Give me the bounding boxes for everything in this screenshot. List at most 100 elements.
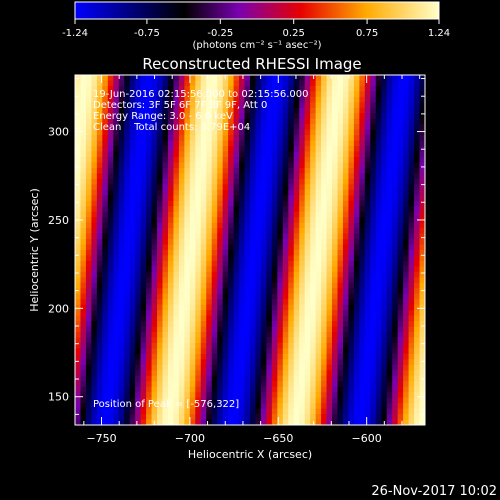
heatmap-cell <box>167 200 174 207</box>
heatmap-cell <box>162 304 169 311</box>
heatmap-cell <box>359 321 366 327</box>
heatmap-cell <box>408 91 415 98</box>
heatmap-cell <box>403 381 409 388</box>
heatmap-cell <box>397 140 404 147</box>
heatmap-cell <box>206 348 213 355</box>
heatmap-cell <box>321 91 327 98</box>
heatmap-cell <box>167 211 174 218</box>
heatmap-cell <box>102 288 109 295</box>
heatmap-cell <box>288 386 295 393</box>
heatmap-cell <box>386 260 393 267</box>
heatmap-cell <box>419 222 425 229</box>
heatmap-cell <box>255 113 262 120</box>
heatmap-cell <box>364 85 371 92</box>
heatmap-cell <box>184 102 191 109</box>
heatmap-cell <box>326 299 333 306</box>
heatmap-cell <box>222 151 229 158</box>
heatmap-cell <box>375 381 382 388</box>
heatmap-cell <box>102 397 109 404</box>
heatmap-cell <box>118 370 125 377</box>
heatmap-cell <box>113 337 120 344</box>
heatmap-cell <box>250 348 256 355</box>
heatmap-cell <box>299 217 306 224</box>
heatmap-cell <box>96 419 103 425</box>
heatmap-cell <box>173 342 180 349</box>
heatmap-cell <box>239 332 245 338</box>
heatmap-cell <box>157 321 163 327</box>
heatmap-cell <box>310 260 317 267</box>
heatmap-cell <box>200 102 207 109</box>
heatmap-cell <box>129 178 136 185</box>
heatmap-cell <box>228 146 234 152</box>
heatmap-cell <box>173 304 180 311</box>
heatmap-cell <box>353 162 360 169</box>
heatmap-cell <box>353 233 360 240</box>
heatmap-cell <box>91 167 98 174</box>
heatmap-cell <box>271 381 278 388</box>
x-tick-label: −750 <box>86 432 116 445</box>
heatmap-cell <box>288 375 295 382</box>
heatmap-cell <box>217 299 224 306</box>
heatmap-cell <box>222 277 229 284</box>
heatmap-cell <box>321 282 327 289</box>
heatmap-cell <box>332 85 338 92</box>
heatmap-cell <box>217 332 224 338</box>
heatmap-cell <box>288 321 295 327</box>
heatmap-cell <box>277 271 284 278</box>
heatmap-cell <box>233 414 240 420</box>
heatmap-cell <box>310 211 317 218</box>
heatmap-cell <box>348 342 355 349</box>
heatmap-cell <box>217 381 224 388</box>
heatmap-cell <box>414 266 420 273</box>
heatmap-cell <box>277 310 284 317</box>
heatmap-cell <box>151 184 158 191</box>
heatmap-cell <box>178 310 185 317</box>
heatmap-cell <box>157 118 163 125</box>
heatmap-cell <box>239 167 245 174</box>
heatmap-cell <box>419 260 425 267</box>
heatmap-cell <box>321 173 327 180</box>
heatmap-cell <box>271 162 278 169</box>
heatmap-cell <box>157 364 163 371</box>
heatmap-cell <box>419 255 425 262</box>
heatmap-cell <box>135 386 142 393</box>
heatmap-cell <box>304 260 311 267</box>
heatmap-cell <box>91 118 98 125</box>
heatmap-cell <box>370 75 377 81</box>
heatmap-cell <box>178 271 185 278</box>
heatmap-cell <box>222 342 229 349</box>
heatmap-cell <box>271 260 278 267</box>
heatmap-cell <box>403 118 409 125</box>
heatmap-cell <box>299 342 306 349</box>
heatmap-cell <box>146 173 152 180</box>
heatmap-cell <box>304 364 311 371</box>
heatmap-cell <box>304 167 311 174</box>
heatmap-cell <box>386 146 393 152</box>
heatmap-cell <box>151 96 158 103</box>
heatmap-cell <box>102 271 109 278</box>
heatmap-cell <box>348 222 355 229</box>
heatmap-cell <box>200 124 207 131</box>
heatmap-cell <box>102 135 109 142</box>
heatmap-cell <box>217 102 224 109</box>
heatmap-cell <box>96 91 103 98</box>
heatmap-cell <box>266 85 273 92</box>
heatmap-cell <box>96 173 103 180</box>
heatmap-cell <box>299 364 306 371</box>
heatmap-cell <box>228 129 234 136</box>
heatmap-cell <box>310 397 317 404</box>
heatmap-cell <box>206 113 213 120</box>
heatmap-cell <box>271 124 278 131</box>
heatmap-cell <box>397 310 404 317</box>
heatmap-cell <box>239 102 245 109</box>
heatmap-cell <box>266 157 273 163</box>
heatmap-cell <box>151 364 158 371</box>
heatmap-cell <box>353 364 360 371</box>
heatmap-cell <box>85 315 92 322</box>
heatmap-cell <box>85 271 92 278</box>
heatmap-cell <box>124 271 131 278</box>
heatmap-cell <box>178 288 185 295</box>
heatmap-cell <box>403 403 409 409</box>
heatmap-cell <box>217 342 224 349</box>
heatmap-cell <box>342 200 349 207</box>
